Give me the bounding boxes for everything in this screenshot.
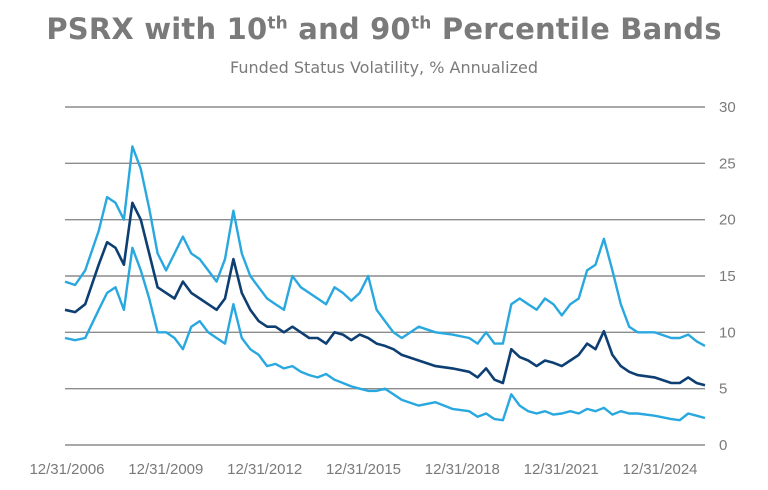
chart-title: PSRX with 10th and 90th Percentile Bands [0,12,768,46]
series-line-90th [64,145,706,347]
x-tick-label: 12/31/2015 [326,461,401,478]
title-part: and 90 [288,12,411,46]
x-tick-label: 12/31/2021 [524,461,599,478]
series-line-10th [64,246,706,422]
title-sup: th [410,13,432,34]
y-tick-label: 10 [719,324,736,341]
x-tick-label: 12/31/2009 [128,461,203,478]
x-tick-label: 12/31/2006 [29,461,104,478]
title-sup: th [267,13,288,34]
chart-subtitle: Funded Status Volatility, % Annualized [230,58,538,77]
title-part: Percentile Bands [431,12,722,46]
y-tick-label: 30 [719,99,736,116]
x-tick-label: 12/31/2024 [622,461,697,478]
title-part: PSRX with 10 [46,12,268,46]
y-tick-label: 25 [719,155,736,172]
y-tick-label: 15 [719,268,736,285]
x-tick-label: 12/31/2018 [425,461,500,478]
x-tick-label: 12/31/2012 [227,461,302,478]
y-tick-label: 0 [719,437,727,454]
series-line-median [64,201,706,387]
y-tick-label: 20 [719,212,736,229]
y-tick-label: 5 [719,381,727,398]
